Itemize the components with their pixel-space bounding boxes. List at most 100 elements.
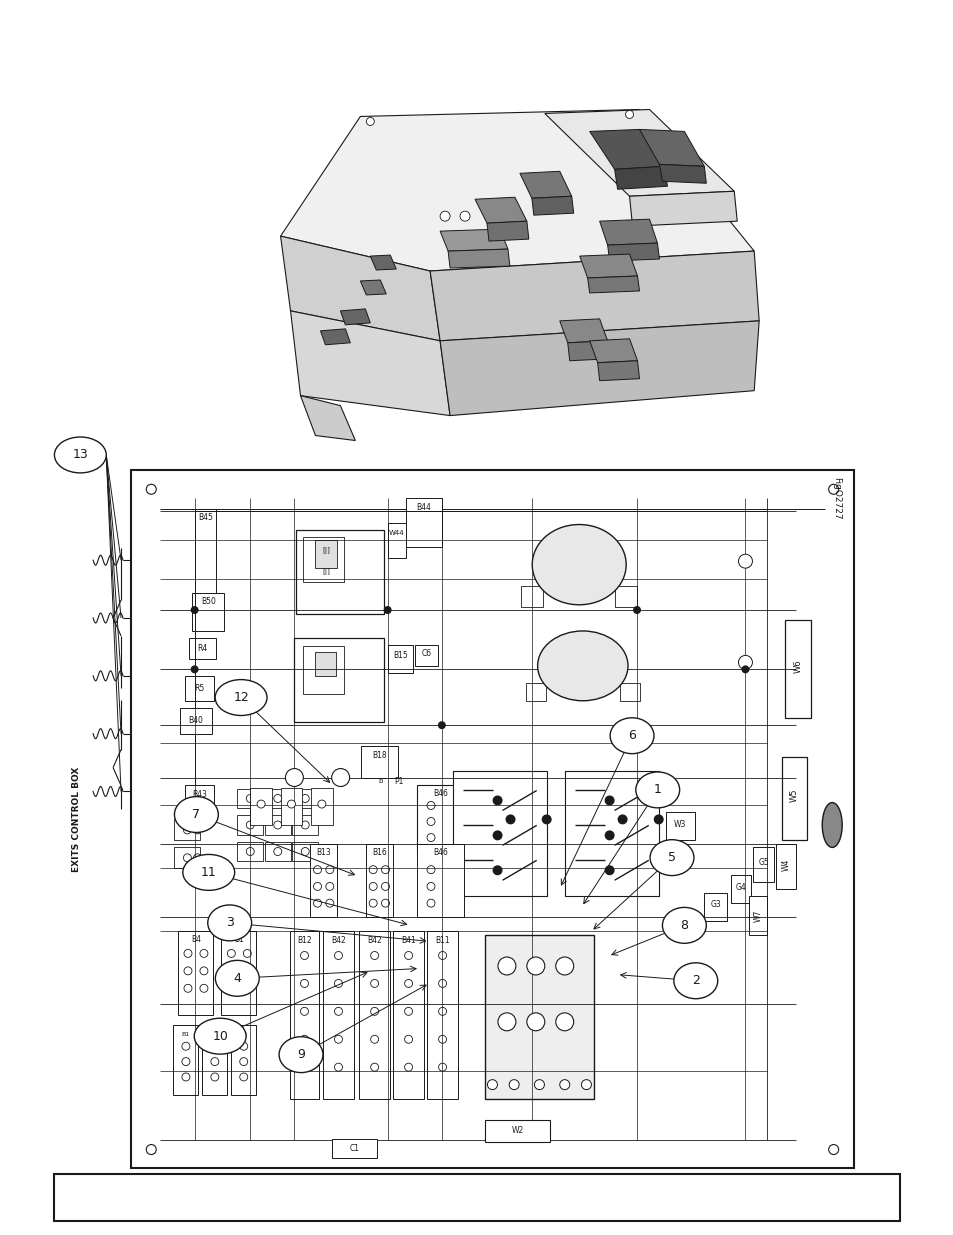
Circle shape xyxy=(497,957,516,974)
Circle shape xyxy=(381,866,389,873)
Text: W6: W6 xyxy=(793,659,801,673)
Polygon shape xyxy=(589,338,637,363)
Circle shape xyxy=(371,1063,378,1071)
Polygon shape xyxy=(519,172,571,199)
Text: 8: 8 xyxy=(679,919,688,932)
Polygon shape xyxy=(579,254,637,278)
Text: C1: C1 xyxy=(349,1144,359,1152)
Bar xyxy=(322,931,354,1099)
Circle shape xyxy=(438,1035,446,1044)
Circle shape xyxy=(404,1008,412,1015)
Bar xyxy=(265,788,291,809)
Bar xyxy=(185,784,213,813)
Circle shape xyxy=(505,814,515,825)
Polygon shape xyxy=(597,361,639,380)
Circle shape xyxy=(193,853,201,862)
Bar xyxy=(303,646,344,694)
Circle shape xyxy=(332,768,349,787)
Text: W2: W2 xyxy=(511,1126,523,1135)
Circle shape xyxy=(246,794,254,803)
Circle shape xyxy=(335,1035,342,1044)
Polygon shape xyxy=(567,341,609,361)
Bar xyxy=(416,784,463,855)
Circle shape xyxy=(439,211,450,221)
Text: B4: B4 xyxy=(239,1032,248,1037)
Circle shape xyxy=(541,814,551,825)
Polygon shape xyxy=(589,130,663,169)
Circle shape xyxy=(285,768,303,787)
Circle shape xyxy=(246,847,254,856)
Bar xyxy=(358,931,390,1099)
Text: G4: G4 xyxy=(735,883,745,893)
Circle shape xyxy=(369,899,376,908)
Bar xyxy=(292,815,318,835)
Ellipse shape xyxy=(635,772,679,808)
Text: W7: W7 xyxy=(753,909,762,921)
Bar xyxy=(703,893,726,920)
Circle shape xyxy=(182,1073,190,1081)
Circle shape xyxy=(335,951,342,960)
Text: 11: 11 xyxy=(201,866,216,879)
Circle shape xyxy=(301,847,309,856)
Bar xyxy=(53,1174,900,1221)
Circle shape xyxy=(211,1057,218,1066)
Bar xyxy=(485,1120,550,1142)
Ellipse shape xyxy=(610,718,654,753)
Bar xyxy=(564,771,658,897)
Bar xyxy=(416,844,463,918)
Bar xyxy=(237,788,263,809)
Polygon shape xyxy=(340,309,370,325)
Ellipse shape xyxy=(661,908,705,944)
Circle shape xyxy=(243,967,251,974)
Circle shape xyxy=(191,606,198,614)
Circle shape xyxy=(239,1057,248,1066)
Circle shape xyxy=(383,606,392,614)
Circle shape xyxy=(427,899,435,908)
Circle shape xyxy=(427,818,435,825)
Bar xyxy=(748,897,766,935)
Circle shape xyxy=(314,883,321,890)
Circle shape xyxy=(301,794,309,803)
Text: [|]: [|] xyxy=(322,547,330,555)
Polygon shape xyxy=(607,243,659,261)
Text: B16: B16 xyxy=(372,848,387,857)
Circle shape xyxy=(239,1073,248,1081)
Text: 5: 5 xyxy=(667,851,676,864)
Bar xyxy=(665,813,694,840)
Text: B42: B42 xyxy=(331,936,346,945)
Circle shape xyxy=(404,951,412,960)
Circle shape xyxy=(497,1013,516,1031)
Circle shape xyxy=(243,984,251,992)
Circle shape xyxy=(183,853,192,862)
Text: B46: B46 xyxy=(433,789,447,798)
Ellipse shape xyxy=(673,963,717,999)
Circle shape xyxy=(314,899,321,908)
Bar xyxy=(303,537,344,582)
Polygon shape xyxy=(300,395,355,441)
Polygon shape xyxy=(659,164,705,183)
Bar xyxy=(280,788,302,825)
Ellipse shape xyxy=(215,961,259,997)
Circle shape xyxy=(526,1013,544,1031)
Ellipse shape xyxy=(821,803,841,847)
Circle shape xyxy=(182,1057,190,1066)
Polygon shape xyxy=(439,230,507,251)
Ellipse shape xyxy=(279,1036,323,1072)
Bar xyxy=(221,931,256,1015)
Circle shape xyxy=(300,951,308,960)
Circle shape xyxy=(371,951,378,960)
Text: 4: 4 xyxy=(233,972,241,984)
Circle shape xyxy=(526,957,544,974)
Bar xyxy=(292,841,318,862)
Bar xyxy=(185,677,213,700)
Circle shape xyxy=(509,1079,518,1089)
Circle shape xyxy=(438,979,446,988)
Ellipse shape xyxy=(537,631,627,700)
Bar xyxy=(360,746,398,778)
Text: B12: B12 xyxy=(297,936,312,945)
Polygon shape xyxy=(430,251,759,341)
Circle shape xyxy=(227,950,235,957)
Bar xyxy=(775,844,795,889)
Bar xyxy=(730,876,750,903)
Circle shape xyxy=(427,866,435,873)
